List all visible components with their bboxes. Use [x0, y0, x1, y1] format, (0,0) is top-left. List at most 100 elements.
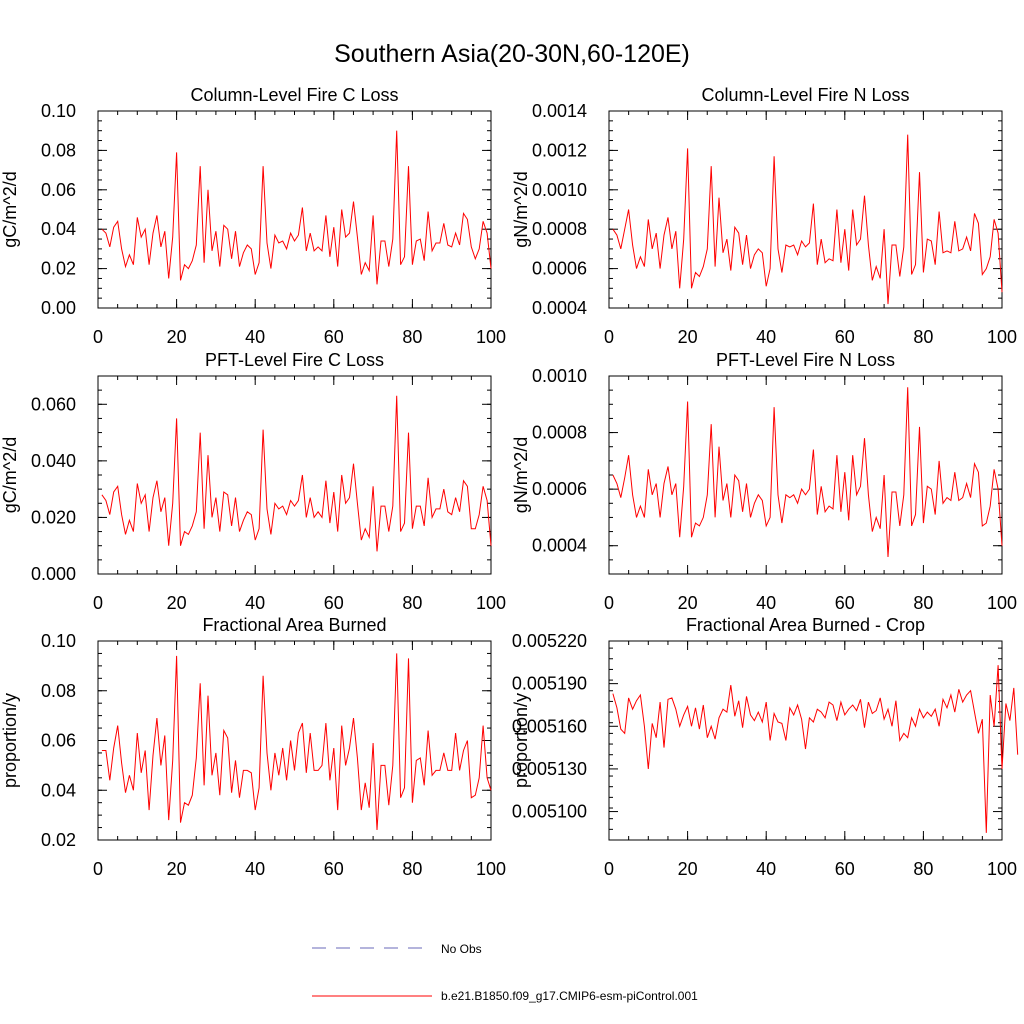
y-tick-label: 0.0006	[532, 259, 587, 279]
plot-frame	[608, 110, 1003, 309]
y-tick-label: 0.040	[31, 451, 76, 471]
x-tick-label: 100	[987, 593, 1017, 613]
y-tick-label: 0.005130	[512, 759, 587, 779]
x-tick-label: 0	[604, 859, 614, 879]
y-axis-label: proportion/y	[511, 693, 531, 788]
y-tick-label: 0.02	[41, 830, 76, 850]
y-tick-label: 0.0010	[532, 180, 587, 200]
x-tick-label: 100	[476, 859, 506, 879]
y-tick-label: 0.02	[41, 259, 76, 279]
chart-panel-5: 0 20 40 60 80 100 0.02 0.04 0.06 0.08 0.10 Fraction…	[0, 615, 506, 879]
y-tick-label: 0.005190	[512, 674, 587, 694]
x-tick-label: 80	[913, 593, 933, 613]
x-tick-label: 60	[835, 327, 855, 347]
chart-panel-2: 0 20 40 60 80 100 0.0004 0.0006 0.0008 0.0010 0.00…	[511, 85, 1017, 347]
chart-title: Fractional Area Burned	[202, 615, 386, 635]
y-tick-label: 0.0004	[532, 298, 587, 318]
x-tick-label: 80	[402, 327, 422, 347]
chart-panel-3: 0 20 40 60 80 100 0.000 0.020 0.040 0.060 PFT-Leve…	[0, 350, 506, 613]
x-tick-label: 20	[167, 327, 187, 347]
y-axis-label: gN/m^2/d	[511, 437, 531, 513]
x-tick-label: 20	[678, 859, 698, 879]
x-tick-label: 100	[476, 593, 506, 613]
y-tick-label: 0.020	[31, 507, 76, 527]
series-line-1	[612, 134, 1003, 305]
chart-panel-6: 0 20 40 60 80 100 0.005100 0.005130 0.005160 0.00…	[511, 615, 1019, 879]
x-tick-label: 60	[324, 593, 344, 613]
y-tick-label: 0.00	[41, 298, 76, 318]
x-tick-label: 0	[93, 593, 103, 613]
figure-title: Southern Asia(20-30N,60-120E)	[334, 40, 690, 68]
x-tick-label: 0	[93, 859, 103, 879]
y-tick-label: 0.005160	[512, 716, 587, 736]
x-tick-label: 40	[756, 593, 776, 613]
x-tick-label: 80	[913, 327, 933, 347]
y-tick-label: 0.0014	[532, 101, 587, 121]
y-tick-label: 0.0004	[532, 536, 587, 556]
x-tick-label: 80	[913, 859, 933, 879]
y-tick-label: 0.000	[31, 564, 76, 584]
panels-group: 0 20 40 60 80 100 0.00 0.02 0.04 0.06 0.08 0.10 Colu…	[0, 85, 1019, 879]
chart-title: Column-Level Fire N Loss	[701, 85, 909, 105]
x-tick-label: 20	[678, 327, 698, 347]
y-tick-label: 0.060	[31, 394, 76, 414]
x-tick-label: 60	[835, 593, 855, 613]
x-tick-label: 40	[245, 593, 265, 613]
y-tick-label: 0.0008	[532, 423, 587, 443]
series-line-1	[101, 395, 492, 552]
plot-frame	[608, 640, 1003, 841]
y-tick-label: 0.005220	[512, 631, 587, 651]
x-tick-label: 40	[756, 859, 776, 879]
y-axis-label: proportion/y	[0, 693, 20, 788]
x-tick-label: 40	[245, 859, 265, 879]
x-tick-label: 20	[167, 593, 187, 613]
series-line-1	[101, 653, 492, 831]
x-tick-label: 80	[402, 859, 422, 879]
x-tick-label: 20	[167, 859, 187, 879]
series-line-1	[612, 387, 1003, 558]
y-tick-label: 0.06	[41, 180, 76, 200]
x-tick-label: 0	[604, 327, 614, 347]
x-tick-label: 20	[678, 593, 698, 613]
x-tick-label: 60	[324, 327, 344, 347]
chart-title: Fractional Area Burned - Crop	[686, 615, 925, 635]
y-axis-label: gC/m^2/d	[0, 437, 20, 513]
chart-title: PFT-Level Fire C Loss	[205, 350, 384, 370]
series-line-1	[101, 130, 492, 285]
y-tick-label: 0.0006	[532, 479, 587, 499]
x-tick-label: 100	[987, 859, 1017, 879]
plot-frame	[608, 375, 1003, 575]
series-line-1	[612, 665, 1019, 833]
plot-frame	[97, 110, 492, 309]
x-tick-label: 0	[93, 327, 103, 347]
y-axis-label: gN/m^2/d	[511, 171, 531, 247]
chart-title: PFT-Level Fire N Loss	[716, 350, 895, 370]
y-tick-label: 0.10	[41, 631, 76, 651]
x-tick-label: 40	[756, 327, 776, 347]
y-tick-label: 0.10	[41, 101, 76, 121]
chart-panel-1: 0 20 40 60 80 100 0.00 0.02 0.04 0.06 0.08 0.10 Colu…	[0, 85, 506, 347]
x-tick-label: 40	[245, 327, 265, 347]
x-tick-label: 0	[604, 593, 614, 613]
y-tick-label: 0.04	[41, 780, 76, 800]
x-tick-label: 100	[987, 327, 1017, 347]
y-tick-label: 0.0012	[532, 140, 587, 160]
plot-frame	[97, 375, 492, 575]
y-tick-label: 0.04	[41, 219, 76, 239]
chart-title: Column-Level Fire C Loss	[190, 85, 398, 105]
x-tick-label: 100	[476, 327, 506, 347]
plot-frame	[97, 640, 492, 841]
y-tick-label: 0.08	[41, 681, 76, 701]
legend-label-no-obs: No Obs	[441, 942, 482, 956]
legend-label-model: b.e21.B1850.f09_g17.CMIP6-esm-piControl.…	[441, 989, 698, 1003]
x-tick-label: 60	[835, 859, 855, 879]
y-tick-label: 0.005100	[512, 802, 587, 822]
chart-panel-4: 0 20 40 60 80 100 0.0004 0.0006 0.0008 0.0010 PFT-…	[511, 350, 1017, 613]
y-tick-label: 0.0010	[532, 366, 587, 386]
y-tick-label: 0.06	[41, 731, 76, 751]
y-tick-label: 0.08	[41, 140, 76, 160]
legend: No Obs b.e21.B1850.f09_g17.CMIP6-esm-piC…	[312, 942, 698, 1003]
x-tick-label: 80	[402, 593, 422, 613]
y-axis-label: gC/m^2/d	[0, 171, 20, 247]
